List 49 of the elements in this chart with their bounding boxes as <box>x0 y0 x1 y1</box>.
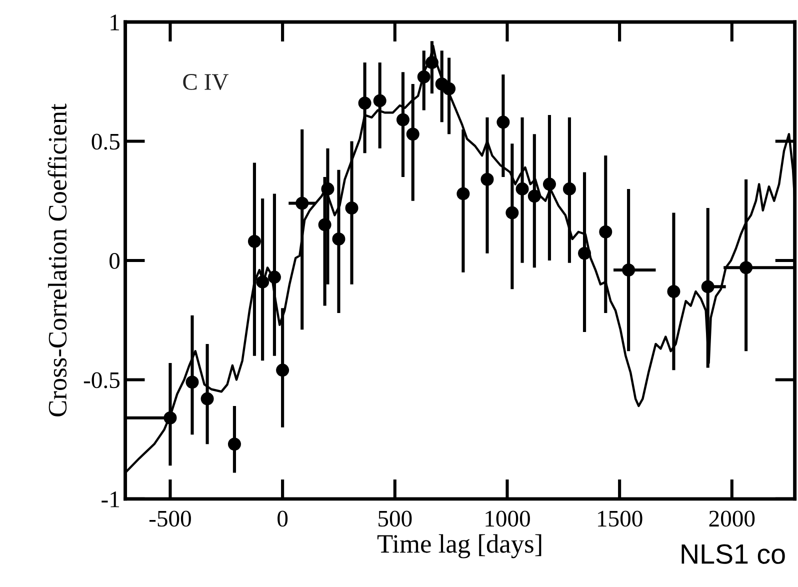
point <box>701 280 714 294</box>
point <box>200 392 214 406</box>
point <box>332 232 346 246</box>
point <box>578 246 592 260</box>
point <box>268 270 281 284</box>
x-tick-label: 500 <box>378 510 412 527</box>
point <box>417 70 430 84</box>
point <box>318 218 332 232</box>
point <box>667 284 680 298</box>
annotation: C IV <box>183 74 228 90</box>
x-tick-label: 1500 <box>598 510 642 527</box>
point <box>256 275 270 288</box>
y-tick-label: 0.5 <box>92 134 120 150</box>
y-tick-label: -1 <box>102 492 120 508</box>
point <box>740 261 753 274</box>
point <box>345 202 358 215</box>
point <box>373 94 386 108</box>
point <box>228 438 241 451</box>
point <box>425 56 438 70</box>
point <box>296 196 309 210</box>
point <box>456 187 470 200</box>
point <box>506 206 519 220</box>
point <box>480 172 494 186</box>
x-axis-title: Time lag [days] <box>377 534 542 558</box>
x-tick-label: 1000 <box>486 510 530 527</box>
point <box>496 116 510 129</box>
point <box>599 225 612 238</box>
point <box>186 376 199 389</box>
point <box>396 113 410 126</box>
point <box>276 364 290 377</box>
y-tick-label: 1 <box>110 14 120 30</box>
x-tick-label: -500 <box>149 510 191 527</box>
y-tick-label: 0 <box>110 252 120 269</box>
x-tick-label: 0 <box>278 510 288 527</box>
point <box>164 411 177 424</box>
point <box>622 264 636 277</box>
point <box>442 82 456 96</box>
x-tick-label: 2000 <box>709 510 755 527</box>
point <box>321 182 334 196</box>
y-tick-label: -0.5 <box>84 372 120 388</box>
point <box>406 128 420 141</box>
point <box>516 182 529 196</box>
point <box>358 96 372 110</box>
point <box>562 182 576 196</box>
text: NLS1 co <box>682 544 785 564</box>
point <box>528 190 541 203</box>
point <box>542 178 556 191</box>
y-axis-title: Cross-Correlation Coefficient <box>48 104 67 416</box>
point <box>248 234 261 248</box>
